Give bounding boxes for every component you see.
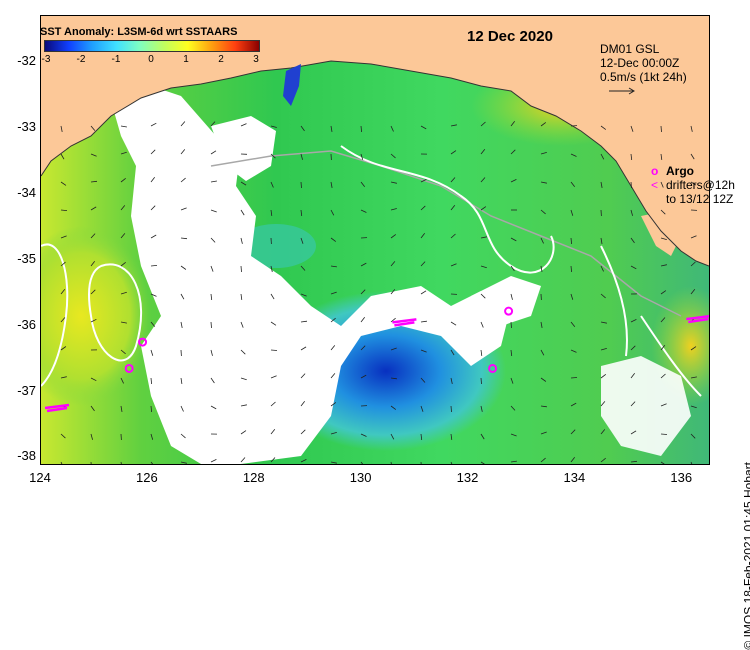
lon-tick-label: 126 bbox=[127, 470, 167, 485]
lon-tick-label: 124 bbox=[20, 470, 60, 485]
drifter-legend-label: drifters@12h bbox=[666, 178, 735, 192]
lat-tick-label: -38 bbox=[4, 448, 36, 463]
lat-tick-label: -33 bbox=[4, 119, 36, 134]
lon-tick-label: 136 bbox=[661, 470, 701, 485]
current-vector bbox=[271, 350, 277, 351]
colorbar-tick: 1 bbox=[176, 54, 196, 65]
colorbar-tick: -2 bbox=[71, 54, 91, 65]
current-legend-source: DM01 GSL bbox=[600, 42, 659, 56]
current-vector bbox=[241, 266, 242, 272]
lon-tick-label: 132 bbox=[448, 470, 488, 485]
drifter-legend-period: to 13/12 12Z bbox=[666, 192, 733, 206]
current-vector bbox=[91, 462, 92, 464]
current-vector bbox=[481, 378, 482, 384]
colorbar bbox=[44, 40, 260, 52]
colorbar-tick: -1 bbox=[106, 54, 126, 65]
lat-tick-label: -35 bbox=[4, 251, 36, 266]
current-vector bbox=[211, 322, 212, 328]
lon-tick-label: 128 bbox=[234, 470, 274, 485]
current-vector bbox=[511, 322, 512, 328]
lon-tick-label: 134 bbox=[554, 470, 594, 485]
lat-tick-label: -34 bbox=[4, 185, 36, 200]
lon-tick-label: 130 bbox=[341, 470, 381, 485]
lat-tick-label: -32 bbox=[4, 53, 36, 68]
current-vector bbox=[661, 126, 662, 132]
colorbar-tick: 3 bbox=[246, 54, 266, 65]
colorbar-title: SST Anomaly: L3SM-6d wrt SSTAARS bbox=[40, 26, 237, 38]
lat-tick-label: -36 bbox=[4, 317, 36, 332]
current-vector bbox=[301, 182, 302, 188]
lat-tick-label: -37 bbox=[4, 383, 36, 398]
current-vector bbox=[571, 378, 577, 379]
drifter-legend-symbol: < bbox=[651, 178, 658, 192]
argo-legend-label: Argo bbox=[666, 164, 694, 178]
current-legend-time: 12-Dec 00:00Z bbox=[600, 56, 679, 70]
current-legend-scale: 0.5m/s (1kt 24h) bbox=[600, 70, 687, 84]
map-date: 12 Dec 2020 bbox=[467, 28, 553, 45]
colorbar-tick: 0 bbox=[141, 54, 161, 65]
colorbar-tick: -3 bbox=[36, 54, 56, 65]
colorbar-tick: 2 bbox=[211, 54, 231, 65]
credit-text: © IMOS 18-Feb-2021 01:45 Hobart bbox=[742, 462, 750, 650]
current-vector bbox=[631, 182, 632, 188]
argo-legend-symbol: o bbox=[651, 164, 658, 178]
current-vector bbox=[661, 434, 667, 435]
current-vector bbox=[421, 462, 422, 464]
current-vector bbox=[451, 406, 452, 412]
